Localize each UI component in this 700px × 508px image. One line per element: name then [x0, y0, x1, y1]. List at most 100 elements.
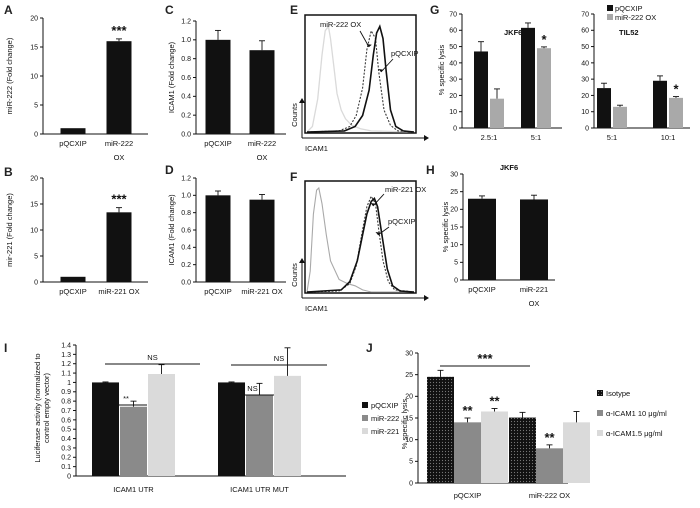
- panel-g-group-title-jkf6: JKF6: [504, 28, 522, 37]
- legend-label-i-1: pQCXIP: [371, 401, 399, 410]
- panel-h-ytick-label: 0: [454, 277, 458, 284]
- legend-swatch-j-2: [597, 410, 603, 416]
- panel-i-ytick-label: 1.3: [61, 352, 71, 359]
- panel-j-ytick-label: 5: [409, 459, 413, 466]
- histogram-pqcxip-f: [306, 196, 415, 293]
- panel-h-ytick-label: 30: [450, 171, 458, 178]
- bar-b-2: [106, 212, 132, 282]
- x-tick-label-g: 5:1: [607, 133, 617, 142]
- bracket-label-j: ***: [477, 351, 493, 366]
- panel-label-a: A: [4, 3, 13, 17]
- bar-i-pqcxip-2: [218, 382, 245, 476]
- significance-stars: ***: [111, 23, 127, 38]
- panel-i-ytick-label: 0.8: [61, 399, 71, 406]
- annotation-arrowhead-f: [375, 232, 381, 235]
- panel-b-ytick-label: 10: [30, 227, 38, 234]
- x-tick-label-a: pQCXIP: [59, 139, 87, 148]
- panel-g-1-ytick-label: 40: [449, 60, 457, 67]
- panel-b-ytick-label: 20: [30, 175, 38, 182]
- x-tick-label-j: pQCXIP: [454, 491, 482, 500]
- panel-h-ytick-label: 15: [450, 224, 458, 231]
- x-tick-label-g: 2.5:1: [481, 133, 498, 142]
- bracket-label-i: NS: [147, 353, 157, 362]
- y-axis-label-c: ICAM1 (Fold change): [167, 41, 176, 113]
- bar-g-jkf6-mir-222-ox-2: [537, 48, 551, 129]
- panel-g-1-ytick-label: 50: [449, 44, 457, 51]
- legend-label-j-1: Isotype: [606, 389, 630, 398]
- panel-d-ytick-label: 0.0: [181, 279, 191, 286]
- panel-d-ytick-label: 1.0: [181, 193, 191, 200]
- panel-f-plot-frame: [304, 180, 417, 294]
- panel-i-ytick-label: 1.2: [61, 361, 71, 368]
- panel-j-ytick-label: 15: [405, 415, 413, 422]
- panel-label-b: B: [4, 165, 13, 179]
- panel-j-ytick-label: 20: [405, 394, 413, 401]
- legend-swatch-i-3: [362, 428, 368, 434]
- significance-stars-j: **: [489, 393, 500, 408]
- legend-label-j-2: α-ICAM1 10 μg/ml: [606, 409, 667, 418]
- panel-j-ytick-label: 10: [405, 437, 413, 444]
- significance-stars-j: **: [462, 403, 473, 418]
- panel-g-group-title-til52: TIL52: [619, 28, 639, 37]
- annotation-mir-221-ox-f: miR-221 OX: [385, 185, 426, 194]
- significance-stars: ***: [111, 192, 127, 207]
- panel-i-ytick-label: 0.4: [61, 436, 71, 443]
- y-axis-label-h: % specific lysis: [441, 202, 450, 253]
- x-tick-label-d: miR-221 OX: [241, 287, 282, 296]
- panel-b-ytick-label: 0: [34, 279, 38, 286]
- panel-a-ytick-label: 15: [30, 44, 38, 51]
- panel-g-2-ytick-label: 50: [581, 44, 589, 51]
- y-axis-label-i-line1: Luciferase activity (normalized to: [33, 353, 42, 462]
- annotation-arrow-f: [377, 226, 390, 236]
- x-tick-label-i: ICAM1 UTR MUT: [230, 485, 289, 494]
- panel-j-ytick-label: 30: [405, 350, 413, 357]
- panel-c-ytick-label: 0.2: [181, 113, 191, 120]
- panel-label-j: J: [366, 341, 373, 355]
- annotation-pqcxip-f: pQCXIP: [388, 217, 416, 226]
- legend-swatch-g-2: [607, 14, 613, 20]
- panel-a-ytick-label: 0: [34, 131, 38, 138]
- legend-swatch-j-3: [597, 430, 603, 436]
- annotation-arrowhead-f: [370, 203, 376, 206]
- histogram-mir-222-ox-e: [306, 29, 415, 133]
- panel-i-ytick-label: 0.9: [61, 389, 71, 396]
- y-axis-label-b: mir-221 (Fold change): [5, 193, 14, 267]
- x-tick-label-b: pQCXIP: [59, 287, 87, 296]
- bar-d-1: [205, 195, 231, 282]
- significance-star-g: *: [541, 32, 547, 47]
- panel-c-ytick-label: 0.6: [181, 75, 191, 82]
- panel-c-ytick-label: 1.0: [181, 37, 191, 44]
- x-tick-label-h: miR-221: [520, 285, 548, 294]
- significance-stars-j: **: [544, 430, 555, 445]
- bar-a-2: [106, 41, 132, 135]
- panel-c-ytick-label: 1.2: [181, 18, 191, 25]
- bar-j-3-1: [481, 411, 508, 483]
- panel-g-1-ytick-label: 60: [449, 28, 457, 35]
- panel-e-x-axis-label: ICAM1: [305, 144, 328, 153]
- x-tick-label-c: miR-222: [248, 139, 276, 148]
- panel-g-1-ytick-label: 70: [449, 11, 457, 18]
- panel-g-2-ytick-label: 60: [581, 28, 589, 35]
- bar-j-1-1: [427, 376, 454, 483]
- panel-g-2-ytick-label: 0: [585, 125, 589, 132]
- panel-i-ytick-label: 1.4: [61, 342, 71, 349]
- y-axis-label-d: ICAM1 (Fold change): [167, 194, 176, 266]
- y-axis-label-i-line2: control empty vector): [42, 372, 51, 443]
- annotation-pqcxip-e: pQCXIP: [391, 49, 419, 58]
- legend-swatch-g-1: [607, 5, 613, 11]
- significance-star-g: *: [673, 82, 679, 97]
- x-tick-sublabel-h: OX: [529, 299, 540, 308]
- legend-label-g-1: pQCXIP: [615, 4, 643, 13]
- legend-swatch-i-1: [362, 402, 368, 408]
- bar-i-mir-222-1: [120, 406, 147, 476]
- panel-e-y-arrowhead: [299, 98, 305, 103]
- bracket-label-i: **: [123, 394, 129, 403]
- panel-h-ytick-label: 25: [450, 189, 458, 196]
- bar-j-2-1: [454, 422, 481, 483]
- panel-h-ytick-label: 10: [450, 242, 458, 249]
- panel-h-ytick-label: 5: [454, 260, 458, 267]
- y-axis-label-g: % specific lysis: [437, 45, 446, 96]
- y-axis-label-a: miR-222 (Fold change): [5, 37, 14, 114]
- panel-h-ytick-label: 20: [450, 207, 458, 214]
- panel-i-ytick-label: 0: [67, 473, 71, 480]
